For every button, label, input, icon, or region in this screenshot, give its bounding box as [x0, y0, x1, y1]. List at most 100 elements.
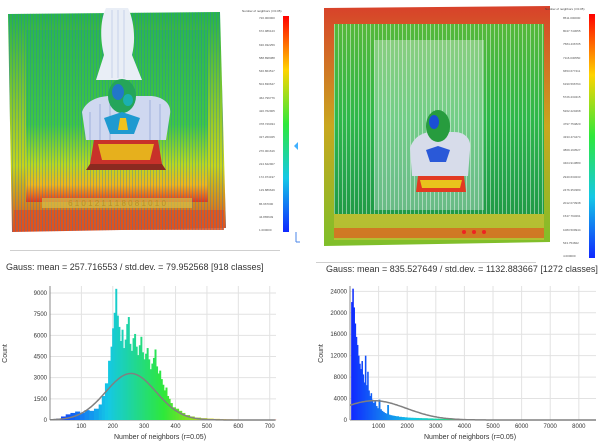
histogram-bar	[135, 346, 138, 420]
histogram-bar	[98, 404, 103, 420]
histogram-bar	[377, 408, 380, 420]
histogram-bar	[93, 408, 100, 420]
histogram-bar	[381, 410, 384, 420]
histogram-bar	[130, 350, 133, 420]
histogram-bar	[432, 418, 440, 420]
histogram-bar	[132, 338, 135, 420]
right-scale-tick: 4797.754820	[563, 121, 581, 126]
histogram-bar	[394, 415, 397, 420]
histogram-bar	[143, 359, 146, 420]
histogram-bar	[159, 370, 162, 420]
histogram-bar	[385, 413, 388, 420]
x-tick-label: 4000	[458, 424, 472, 430]
left-point-cloud-view[interactable]: 6 1 0 1 2 1 1 1 8 0 8 1 0 1 0	[0, 0, 240, 248]
histogram-bar	[151, 363, 154, 420]
y-tick-label: 12000	[330, 354, 347, 360]
left-ylabel: Count	[1, 344, 9, 363]
histogram-bar	[392, 415, 395, 420]
x-tick-label: 6000	[515, 424, 529, 430]
histogram-bar	[141, 352, 144, 420]
right-point-cloud-view[interactable]	[314, 0, 556, 248]
right-scale-tick: 2012.073938	[563, 201, 581, 206]
right-xlabel: Number of neighbors (r=0.05)	[424, 434, 517, 441]
x-tick-label: 3000	[429, 424, 443, 430]
histogram-bar	[127, 317, 130, 420]
histogram-bar	[372, 402, 375, 420]
histogram-bar	[101, 396, 106, 420]
left-panel: 6 1 0 1 2 1 1 1 8 0 8 1 0 1 0 Number of …	[0, 0, 300, 444]
right-scale-tick: 6190.596764	[563, 82, 581, 87]
histogram-bar	[157, 373, 160, 420]
histogram-bar	[378, 399, 381, 420]
right-point-cloud-image	[324, 6, 550, 246]
histogram-bar	[149, 369, 152, 420]
left-view-separator	[10, 250, 280, 251]
right-scale-tick: 1083.509944	[563, 227, 581, 232]
right-histogram: 0 4000 8000 12000 16000 20000 24000 1000 2000 300…	[330, 286, 596, 430]
histogram-bar	[415, 417, 420, 420]
x-tick-label: 200	[108, 424, 119, 430]
histogram-bar	[367, 371, 369, 420]
x-tick-label: 2000	[401, 424, 415, 430]
histogram-bar	[438, 418, 445, 420]
histogram-bar	[163, 390, 166, 420]
right-scale-tick: 4.000000	[563, 254, 576, 258]
left-scale-tick: 546.864517	[259, 69, 275, 73]
histogram-bar	[146, 348, 149, 420]
histogram-bar	[65, 414, 71, 420]
y-tick-label: 4500	[34, 355, 48, 361]
right-ylabel: Count	[317, 344, 325, 363]
left-gauss-caption: Gauss: mean = 257.716553 / std.dev. = 79…	[6, 262, 264, 272]
histogram-bar	[361, 361, 363, 420]
histogram-bar	[421, 418, 428, 420]
left-histogram: 0 1500 3000 4500 6000 7500 9000 100 200 300 400 500…	[34, 286, 277, 430]
left-scale-tick: 86.967000	[259, 201, 274, 206]
right-gauss-caption: Gauss: mean = 835.527649 / std.dev. = 11…	[326, 264, 598, 274]
right-scale-tick: 2476.353380	[563, 187, 581, 192]
right-color-scale: Number of neighbors (r=0.05) 8511.000000…	[543, 0, 603, 262]
histogram-bar	[356, 344, 359, 420]
x-tick-label: 400	[171, 424, 182, 430]
histogram-bar	[371, 399, 374, 420]
left-scale-tick: 720.000000	[259, 16, 275, 20]
x-tick-label: 5000	[486, 424, 500, 430]
left-scale-tick: 378.729034	[259, 122, 275, 126]
left-scale-tick: 672.986123	[259, 29, 275, 34]
right-scale-gradient	[589, 14, 595, 258]
left-scale-tick: 420.762905	[259, 108, 275, 113]
histogram-bar	[123, 348, 126, 420]
histogram-bar	[364, 355, 367, 420]
histogram-bar	[178, 410, 183, 420]
x-tick-label: 7000	[544, 424, 558, 430]
histogram-bar	[175, 408, 180, 420]
left-scale-tick: 270.001616	[259, 148, 275, 153]
histogram-bar	[355, 336, 358, 420]
right-scale-tick: 3869.193527	[563, 148, 581, 153]
histogram-bar	[104, 383, 109, 420]
x-tick-label: 500	[202, 424, 213, 430]
histogram-bar	[362, 374, 365, 420]
histogram-bar	[138, 345, 141, 420]
histogram-bar	[407, 417, 411, 420]
histogram-bar	[137, 355, 140, 420]
x-tick-label: 300	[139, 424, 150, 430]
histogram-bar	[162, 384, 165, 420]
y-tick-label: 1500	[34, 397, 48, 403]
y-tick-label: 7500	[34, 312, 48, 318]
y-tick-label: 8000	[334, 375, 348, 381]
histogram-bar	[172, 407, 176, 420]
right-scale-tick: 543.754822	[563, 240, 579, 245]
y-tick-label: 16000	[330, 332, 347, 338]
left-xlabel: Number of neighbors (r=0.05)	[114, 434, 207, 441]
histogram-bar	[375, 406, 378, 420]
y-tick-label: 0	[44, 418, 48, 424]
y-tick-label: 20000	[330, 311, 347, 317]
left-scale-tick: 172.974197	[259, 175, 275, 179]
histogram-bar	[369, 395, 371, 420]
right-scale-tick: 5262.220468	[563, 108, 581, 113]
y-tick-label: 0	[344, 418, 348, 424]
histogram-bar	[370, 393, 373, 420]
histogram-bar	[181, 412, 186, 420]
histogram-bar	[401, 417, 405, 420]
y-tick-label: 6000	[34, 333, 48, 339]
